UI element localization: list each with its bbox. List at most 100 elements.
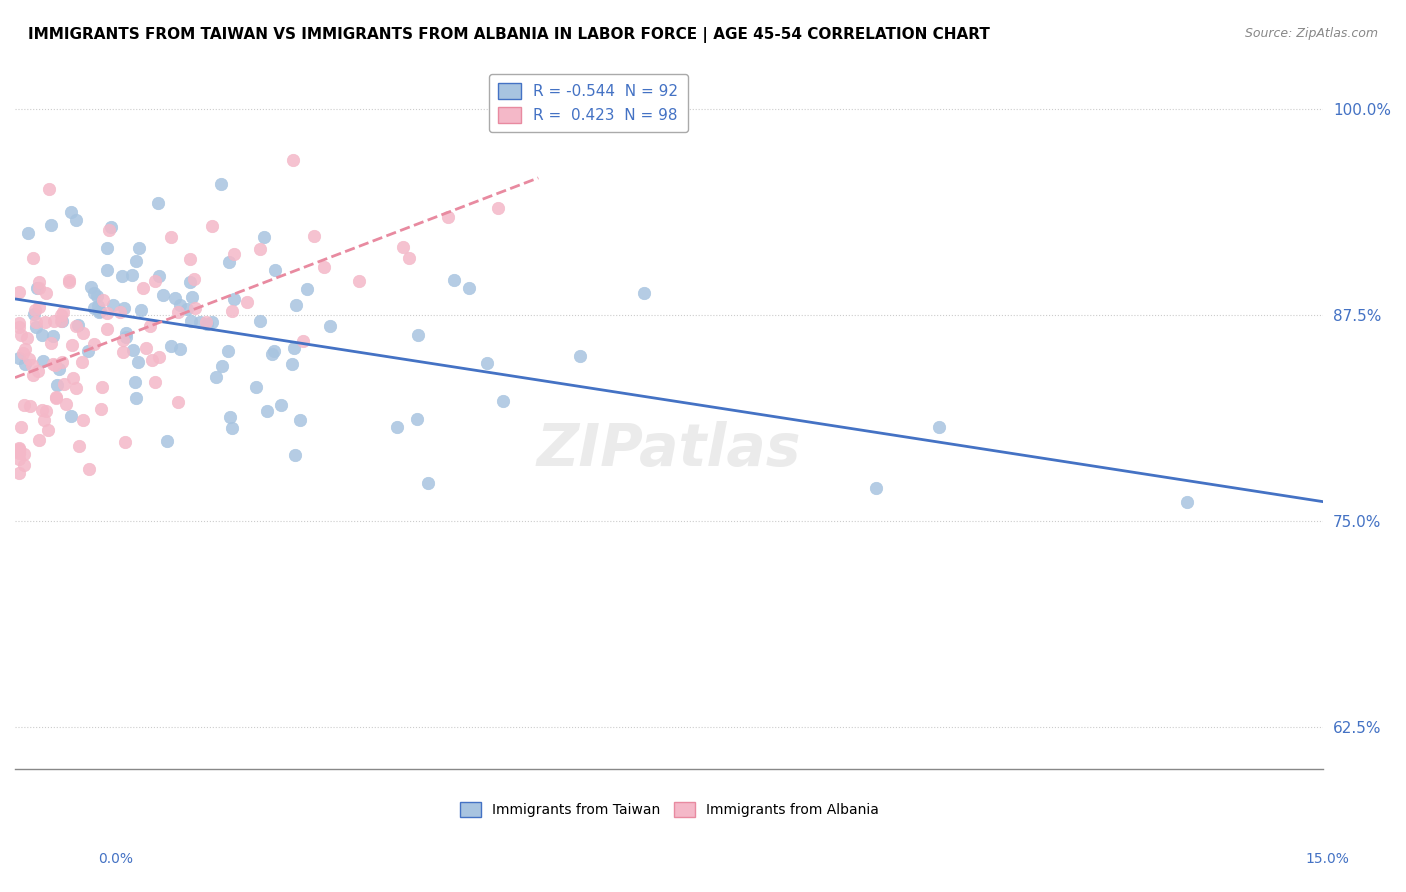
Point: [135, 341, 157, 355]
Point: [127, 355, 149, 369]
Point: [318, 318, 340, 333]
Point: [31, 403, 53, 417]
Point: [80, 280, 103, 294]
Point: [25, 281, 48, 295]
Point: [49, 308, 72, 322]
Point: [111, 269, 134, 284]
Point: [221, 304, 243, 318]
Point: [111, 334, 134, 348]
Point: [121, 268, 143, 283]
Point: [488, 202, 510, 216]
Legend: Immigrants from Taiwan, Immigrants from Albania: Immigrants from Taiwan, Immigrants from …: [451, 794, 887, 825]
Point: [83, 301, 105, 315]
Point: [14, 357, 37, 371]
Point: [249, 242, 271, 256]
Point: [8, 443, 31, 458]
Point: [96, 241, 118, 255]
Point: [15, 331, 38, 345]
Point: [201, 316, 224, 330]
Point: [22, 251, 45, 265]
Point: [35, 404, 58, 418]
Point: [44, 359, 66, 373]
Point: [143, 375, 166, 389]
Point: [114, 326, 136, 341]
Point: [44, 314, 66, 328]
Point: [121, 343, 143, 358]
Point: [52, 304, 75, 318]
Point: [72, 412, 94, 426]
Point: [235, 294, 257, 309]
Point: [285, 298, 308, 312]
Text: 0.0%: 0.0%: [98, 852, 134, 866]
Point: [125, 253, 148, 268]
Point: [89, 304, 111, 318]
Point: [77, 343, 100, 358]
Point: [37, 424, 59, 438]
Point: [91, 380, 114, 394]
Point: [492, 393, 515, 408]
Point: [179, 275, 201, 289]
Point: [209, 177, 232, 191]
Point: [219, 409, 242, 424]
Point: [443, 273, 465, 287]
Point: [167, 304, 190, 318]
Point: [112, 345, 135, 359]
Point: [180, 314, 202, 328]
Point: [65, 213, 87, 227]
Point: [60, 337, 83, 351]
Point: [42, 357, 65, 371]
Point: [51, 313, 73, 327]
Point: [8, 466, 31, 480]
Point: [283, 341, 305, 355]
Point: [32, 354, 55, 368]
Point: [281, 357, 304, 371]
Point: [159, 338, 181, 352]
Point: [28, 276, 51, 290]
Point: [46, 377, 69, 392]
Point: [8, 442, 31, 456]
Point: [114, 330, 136, 344]
Point: [45, 391, 67, 405]
Point: [477, 356, 499, 370]
Point: [188, 315, 211, 329]
Point: [13, 458, 35, 472]
Point: [27, 281, 49, 295]
Point: [245, 380, 267, 394]
Point: [67, 439, 90, 453]
Point: [96, 306, 118, 320]
Point: [53, 377, 76, 392]
Point: [27, 300, 49, 314]
Point: [211, 359, 233, 374]
Point: [270, 397, 292, 411]
Point: [169, 342, 191, 356]
Text: 15.0%: 15.0%: [1306, 852, 1350, 866]
Point: [24, 303, 46, 318]
Point: [218, 255, 240, 269]
Point: [125, 392, 148, 406]
Point: [65, 381, 87, 395]
Point: [160, 229, 183, 244]
Point: [101, 298, 124, 312]
Point: [184, 301, 207, 316]
Point: [14, 343, 37, 357]
Point: [249, 314, 271, 328]
Point: [72, 326, 94, 340]
Point: [34, 315, 56, 329]
Point: [256, 404, 278, 418]
Point: [48, 361, 70, 376]
Point: [458, 281, 481, 295]
Point: [22, 307, 45, 321]
Point: [55, 397, 77, 411]
Point: [183, 272, 205, 286]
Point: [108, 305, 131, 319]
Point: [8, 441, 31, 455]
Point: [928, 420, 950, 434]
Point: [222, 246, 245, 260]
Point: [42, 328, 65, 343]
Point: [39, 219, 62, 233]
Point: [27, 364, 49, 378]
Point: [124, 375, 146, 389]
Point: [167, 394, 190, 409]
Point: [83, 336, 105, 351]
Point: [96, 263, 118, 277]
